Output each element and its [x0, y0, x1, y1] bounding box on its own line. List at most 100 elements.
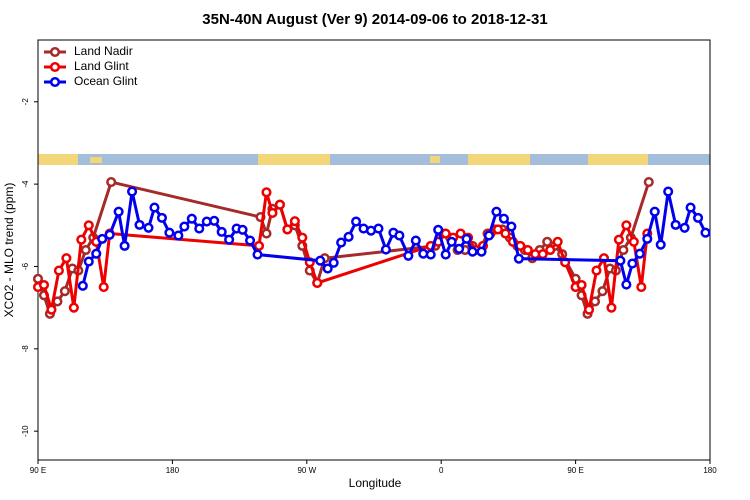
- data-point: [179, 221, 190, 232]
- data-point: [643, 177, 654, 188]
- data-point: [315, 255, 326, 266]
- data-point: [491, 206, 502, 217]
- data-point: [606, 302, 617, 313]
- legend-marker: [49, 76, 61, 88]
- data-point: [642, 233, 653, 244]
- data-point: [252, 249, 263, 260]
- data-point: [500, 228, 511, 239]
- data-point: [613, 234, 624, 245]
- data-point: [618, 244, 629, 256]
- legend-label: Land Glint: [74, 59, 129, 73]
- data-point: [649, 206, 660, 217]
- data-point: [394, 230, 405, 241]
- data-point: [274, 199, 285, 210]
- data-point: [53, 265, 64, 276]
- legend-label: Land Nadir: [74, 44, 133, 58]
- data-point: [454, 243, 465, 254]
- data-point: [552, 236, 563, 247]
- data-point: [583, 304, 595, 315]
- data-point: [98, 282, 109, 293]
- data-point: [134, 219, 145, 230]
- legend-marker: [49, 61, 61, 73]
- y-tick-label: -2: [21, 98, 30, 106]
- data-point: [80, 244, 91, 256]
- data-point: [615, 255, 626, 266]
- data-point: [106, 177, 117, 188]
- data-point: [289, 216, 300, 227]
- data-point: [513, 253, 524, 264]
- legend-label: Ocean Glint: [74, 74, 138, 88]
- data-point: [68, 302, 79, 313]
- data-point: [127, 186, 138, 197]
- data-point: [173, 230, 184, 241]
- data-point: [216, 226, 227, 237]
- data-point: [679, 222, 690, 233]
- y-tick-label: -8: [21, 345, 30, 353]
- data-point: [446, 236, 457, 247]
- data-point: [597, 286, 608, 297]
- data-point: [440, 249, 451, 260]
- data-point: [425, 249, 436, 260]
- data-point: [621, 220, 632, 231]
- data-point: [455, 228, 466, 239]
- x-tick-label: 180: [703, 466, 717, 475]
- y-tick-label: -6: [21, 262, 30, 270]
- data-point: [634, 248, 645, 259]
- data-point: [343, 231, 354, 242]
- data-point: [209, 215, 220, 226]
- data-point: [83, 256, 94, 267]
- data-point: [149, 202, 160, 213]
- data-point: [522, 244, 533, 256]
- data-point: [261, 187, 272, 198]
- data-point: [655, 239, 666, 250]
- data-point: [119, 240, 130, 251]
- data-point: [186, 213, 197, 224]
- data-point: [492, 224, 503, 235]
- data-point: [312, 277, 323, 288]
- plot-frame: [37, 39, 711, 461]
- data-point: [700, 227, 711, 238]
- y-tick-label: -10: [21, 425, 30, 437]
- data-point: [351, 216, 362, 227]
- x-tick-label: 0: [439, 466, 444, 475]
- x-tick-label: 90 W: [297, 466, 316, 475]
- data-point: [693, 212, 704, 223]
- data-point: [38, 279, 50, 291]
- data-point: [467, 246, 478, 257]
- data-point: [267, 207, 278, 218]
- data-point: [627, 258, 638, 269]
- x-tick-label: 90 E: [567, 466, 583, 475]
- x-axis-label: Longitude: [349, 476, 402, 490]
- data-point: [156, 212, 167, 223]
- data-point: [282, 224, 293, 235]
- data-point: [253, 240, 265, 251]
- data-point: [297, 232, 308, 243]
- legend-marker: [49, 46, 61, 58]
- data-point: [245, 235, 256, 246]
- data-point: [483, 230, 495, 241]
- data-point: [46, 304, 57, 315]
- y-axis-label: XCO2 - MLO trend (ppm): [2, 183, 16, 318]
- x-tick-label: 180: [166, 466, 180, 475]
- data-point: [97, 233, 108, 244]
- data-point: [59, 286, 70, 297]
- data-point: [621, 279, 632, 290]
- data-point: [373, 223, 384, 234]
- data-point: [104, 229, 115, 240]
- data-point: [433, 224, 444, 235]
- chart-title: 35N-40N August (Ver 9) 2014-09-06 to 201…: [202, 11, 547, 28]
- data-point: [576, 279, 587, 291]
- data-point: [461, 233, 472, 244]
- data-point: [164, 227, 175, 238]
- data-point: [685, 202, 696, 213]
- data-point: [410, 235, 421, 246]
- data-point: [224, 234, 235, 245]
- data-point: [440, 228, 451, 239]
- data-point: [403, 250, 414, 261]
- data-point: [143, 222, 154, 233]
- data-point: [76, 234, 87, 245]
- data-point: [628, 236, 639, 247]
- data-point: [380, 244, 391, 255]
- data-point: [61, 253, 72, 264]
